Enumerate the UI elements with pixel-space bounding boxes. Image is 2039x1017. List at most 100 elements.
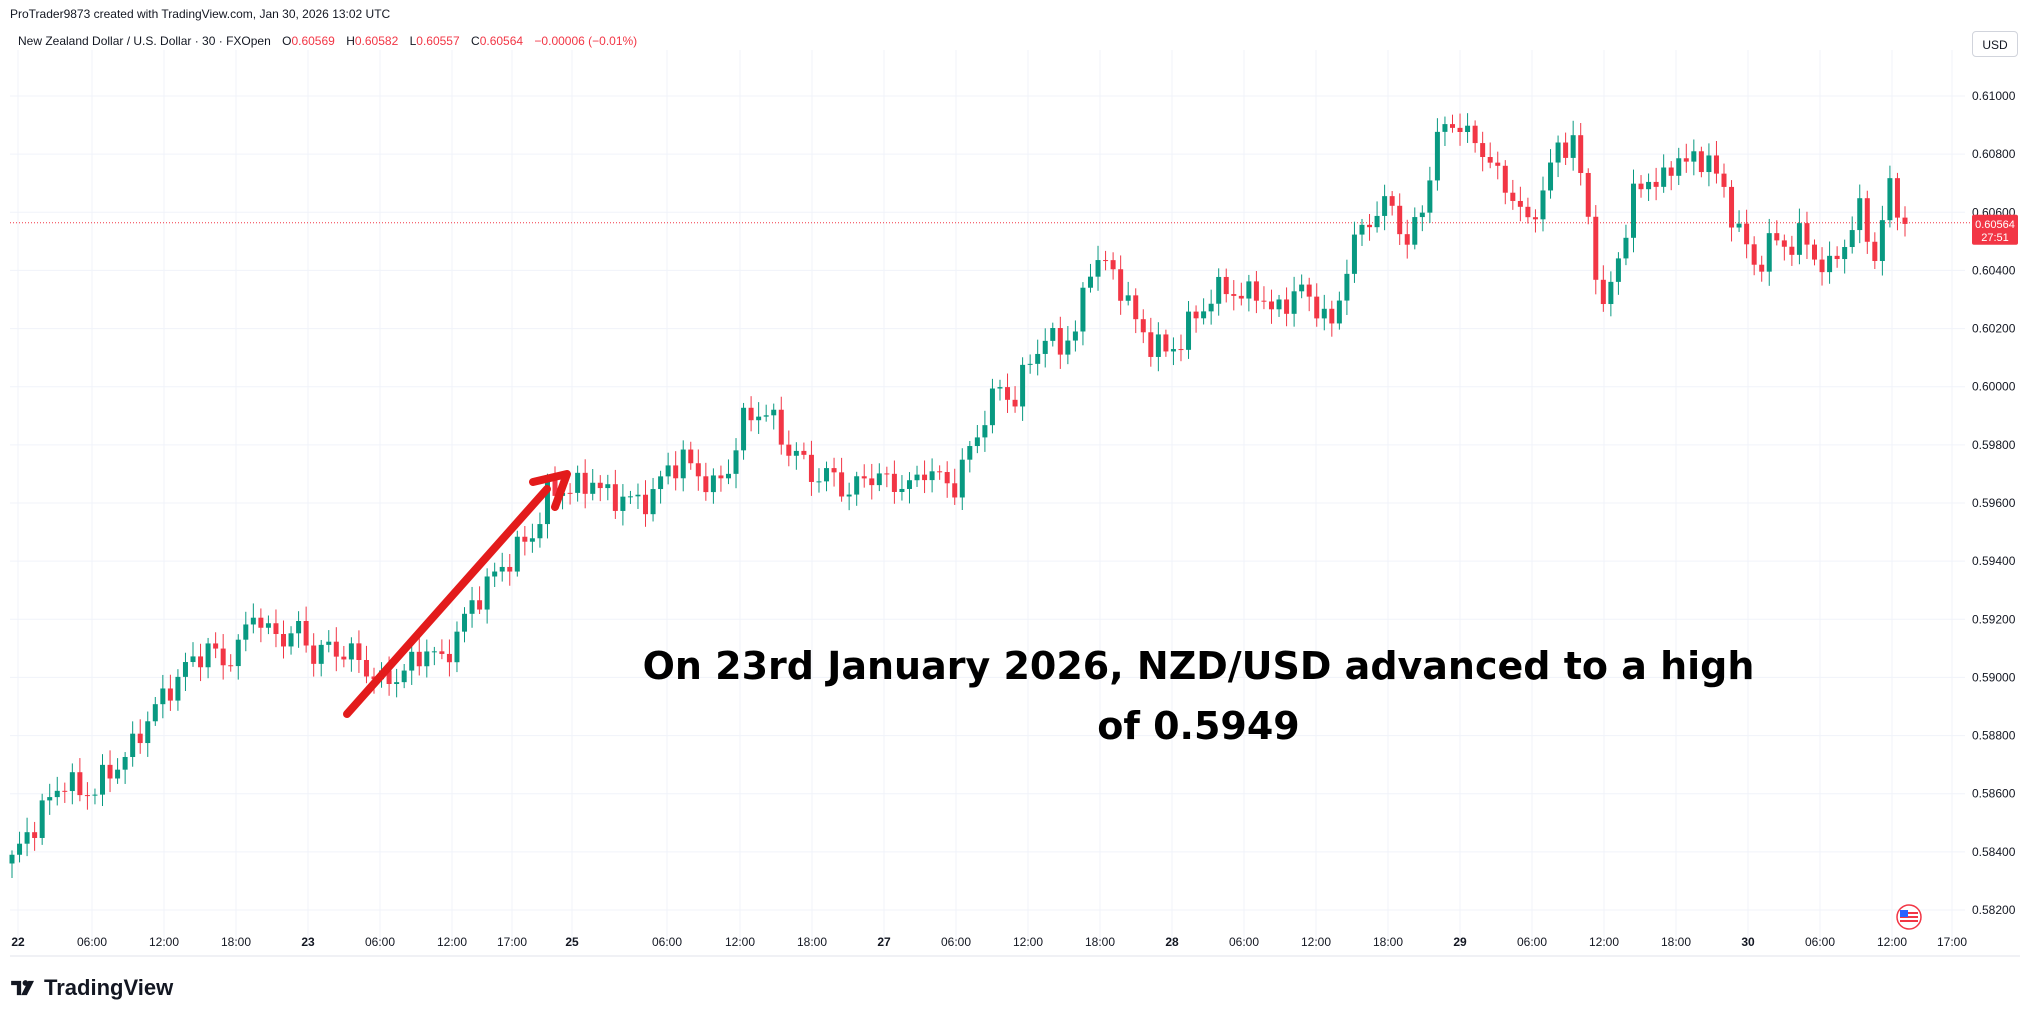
candle-body	[1005, 387, 1011, 400]
time-axis[interactable]: 22 06:00 12:00 18:00 23 06:00 12:00 17:00 25 06:0…	[11, 935, 1967, 949]
candle-body	[477, 600, 483, 610]
candle-body	[1118, 269, 1124, 301]
candle-body	[1713, 155, 1719, 174]
time-tick-label: 06:00	[941, 935, 971, 949]
candle-body	[1623, 237, 1629, 259]
candle-body	[695, 463, 701, 477]
candle-body	[1555, 142, 1561, 163]
brand-name: TradingView	[44, 975, 174, 1000]
countdown-timer: 27:51	[1981, 232, 2009, 244]
trend-arrow[interactable]	[343, 470, 571, 718]
candle-body	[635, 494, 641, 497]
candle-body	[1510, 192, 1516, 201]
candle-body	[1540, 190, 1546, 220]
low-value: 0.60557	[416, 34, 460, 48]
candle-body	[1472, 125, 1478, 144]
candle-body	[1178, 349, 1184, 351]
candle-body	[922, 474, 928, 481]
candle-body	[167, 688, 173, 701]
close-value: 0.60564	[479, 34, 524, 48]
open-label: O	[282, 34, 292, 48]
price-tick-label: 0.58800	[1972, 729, 2016, 743]
us-flag-icon[interactable]	[1896, 904, 1922, 930]
candle-body	[1125, 295, 1131, 301]
candle-body	[311, 645, 317, 664]
candle-body	[1216, 276, 1222, 304]
candle-body	[1231, 294, 1237, 296]
time-tick-label: 06:00	[365, 935, 395, 949]
time-tick-label: 12:00	[725, 935, 755, 949]
candle-body	[1834, 255, 1840, 260]
candle-body	[680, 449, 686, 479]
time-tick-label: 12:00	[1589, 935, 1619, 949]
candle-body	[1065, 340, 1071, 355]
candle-body	[1563, 142, 1569, 158]
candle-body	[876, 473, 882, 486]
candle-body	[492, 571, 498, 577]
candle-body	[1879, 220, 1885, 261]
candle-body	[1246, 281, 1252, 299]
candle-body	[1404, 234, 1410, 245]
candle-body	[1419, 212, 1425, 218]
candle-body	[1759, 264, 1765, 272]
candle-body	[1389, 196, 1395, 206]
candle-body	[1442, 124, 1448, 132]
candle-body	[1789, 246, 1795, 255]
candle-body	[1306, 284, 1312, 297]
chart-annotation[interactable]: On 23rd January 2026, NZD/USD advanced t…	[640, 636, 1757, 756]
high-label: H	[346, 34, 355, 48]
candle-body	[348, 643, 354, 660]
symbol-title[interactable]: New Zealand Dollar / U.S. Dollar · 30 · …	[18, 34, 271, 48]
grid	[10, 50, 1970, 950]
price-axis[interactable]: 0.610000.608000.606000.604000.602000.600…	[1972, 89, 2016, 917]
annotation-line-2: of 0.5949	[1097, 704, 1300, 748]
candle-body	[1465, 125, 1471, 132]
candle-body	[1027, 363, 1033, 365]
candle-body	[107, 764, 113, 779]
candle-body	[522, 536, 528, 542]
candle-body	[974, 437, 980, 447]
currency-button[interactable]: USD	[1972, 31, 2018, 57]
candle-body	[122, 756, 128, 770]
time-tick-label: 17:00	[1937, 935, 1967, 949]
candle-body	[137, 733, 143, 744]
candle-body	[1811, 244, 1817, 260]
candle-body	[190, 656, 196, 663]
time-tick-label: 06:00	[1517, 935, 1547, 949]
candle-body	[1359, 224, 1365, 235]
time-tick-label: 12:00	[1013, 935, 1043, 949]
candle-body	[469, 600, 475, 614]
time-tick-label: 17:00	[497, 935, 527, 949]
candle-body	[1299, 284, 1305, 292]
candle-body	[182, 662, 188, 677]
candle-body	[296, 620, 302, 634]
candle-body	[673, 465, 679, 479]
candle-body	[537, 524, 543, 539]
candle-body	[100, 764, 106, 795]
candle-body	[1208, 303, 1214, 312]
low-label: L	[409, 34, 417, 48]
candle-body	[1902, 217, 1908, 224]
candle-body	[786, 444, 792, 456]
candle-body	[1170, 349, 1176, 352]
candle-body	[386, 670, 392, 684]
candle-body	[884, 473, 890, 475]
candle-body	[567, 492, 573, 494]
candle-body	[409, 651, 415, 671]
candle-body	[416, 651, 422, 667]
candle-body	[1706, 155, 1712, 173]
candle-body	[152, 704, 158, 722]
candle-body	[446, 653, 452, 663]
tradingview-logo[interactable]: TradingView	[10, 974, 173, 1002]
time-tick-label: 06:00	[77, 935, 107, 949]
candle-body	[205, 643, 211, 668]
close-label: C	[471, 34, 480, 48]
candle-body	[1133, 295, 1139, 320]
price-tick-label: 0.60400	[1972, 263, 2016, 277]
candle-body	[778, 409, 784, 445]
candle-body	[484, 576, 490, 610]
candle-body	[1736, 223, 1742, 228]
candle-body	[1827, 255, 1833, 273]
time-tick-label: 18:00	[1373, 935, 1403, 949]
